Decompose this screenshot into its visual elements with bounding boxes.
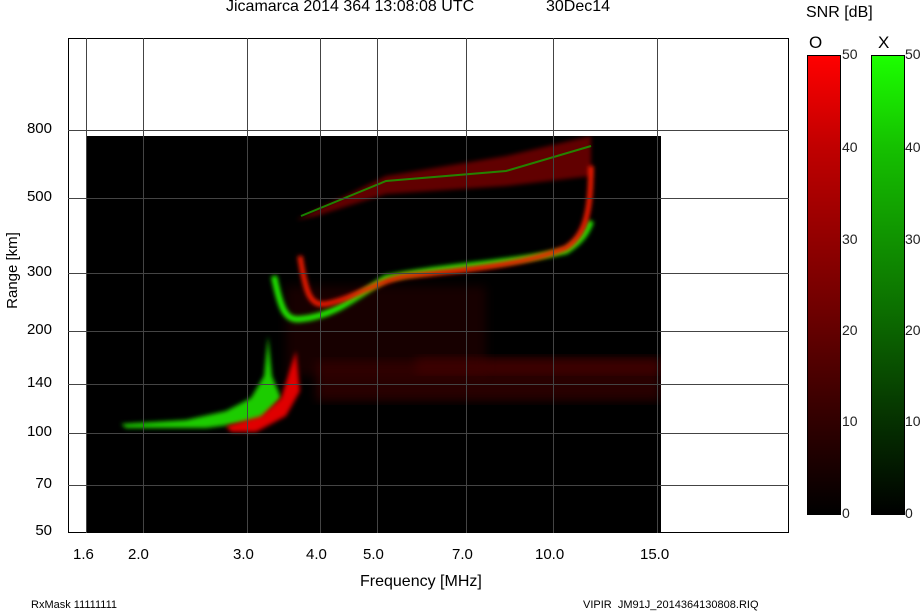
ionogram-heatmap (86, 136, 661, 532)
x-tick: 4.0 (306, 546, 327, 563)
y-tick: 800 (26, 120, 52, 137)
grid-line-5.0 (377, 38, 378, 533)
o-mode-colorbar (807, 55, 841, 515)
grid-line-100 (68, 433, 789, 434)
grid-line-10.0 (553, 38, 554, 533)
x-tick: 15.0 (640, 546, 670, 563)
y-tick: 50 (35, 522, 52, 539)
y-tick: 140 (26, 374, 52, 391)
x-axis-label: Frequency [MHz] (360, 573, 482, 590)
grid-line-140 (68, 384, 789, 385)
o-tick: 20 (842, 322, 858, 338)
x-tick: 1.6 (73, 546, 94, 563)
ionogram-traces (121, 136, 661, 432)
x-mode-colorbar (871, 55, 905, 515)
y-tick: 70 (35, 475, 52, 492)
y-tick: 500 (26, 188, 52, 205)
o-tick: 10 (842, 413, 858, 429)
x-mode-label: X (878, 33, 890, 52)
o-tick: 30 (842, 231, 858, 247)
filename-label: VIPIR JM91J_2014364130808.RIQ (583, 599, 759, 611)
grid-line-300 (68, 273, 789, 274)
y-axis-label: Range [km] (3, 232, 21, 309)
rxmask-label: RxMask 11111111 (31, 599, 118, 611)
grid-line-70 (68, 485, 789, 486)
plot-frame (68, 38, 789, 533)
grid-line-500 (68, 198, 789, 199)
grid-line-3.0 (247, 38, 248, 533)
x-tick-cb: 50 (905, 46, 921, 62)
grid-line-2.0 (143, 38, 144, 533)
o-tick: 50 (842, 46, 858, 62)
x-tick-cb: 10 (905, 413, 921, 429)
x-tick: 5.0 (363, 546, 384, 563)
x-tick: 7.0 (452, 546, 473, 563)
x-tick-cb: 20 (905, 322, 921, 338)
grid-line-4.0 (320, 38, 321, 533)
colorbar-title: SNR [dB] (806, 4, 873, 21)
y-tick: 200 (26, 321, 52, 338)
o-tick: 40 (842, 139, 858, 155)
grid-line-7.0 (466, 38, 467, 533)
grid-line-15.0 (657, 38, 658, 533)
grid-line-1.6 (86, 38, 87, 533)
y-tick: 300 (26, 263, 52, 280)
chart-date: 30Dec14 (546, 0, 611, 15)
y-tick: 100 (26, 423, 52, 440)
x-tick-cb: 30 (905, 231, 921, 247)
grid-line-800 (68, 130, 789, 131)
x-tick-cb: 0 (905, 505, 913, 521)
chart-title: Jicamarca 2014 364 13:08:08 UTC (226, 0, 475, 15)
o-tick: 0 (842, 505, 850, 521)
x-tick: 3.0 (233, 546, 254, 563)
grid-line-200 (68, 331, 789, 332)
x-tick-cb: 40 (905, 139, 921, 155)
x-tick: 10.0 (535, 546, 565, 563)
o-mode-label: O (809, 33, 823, 52)
x-tick: 2.0 (128, 546, 149, 563)
